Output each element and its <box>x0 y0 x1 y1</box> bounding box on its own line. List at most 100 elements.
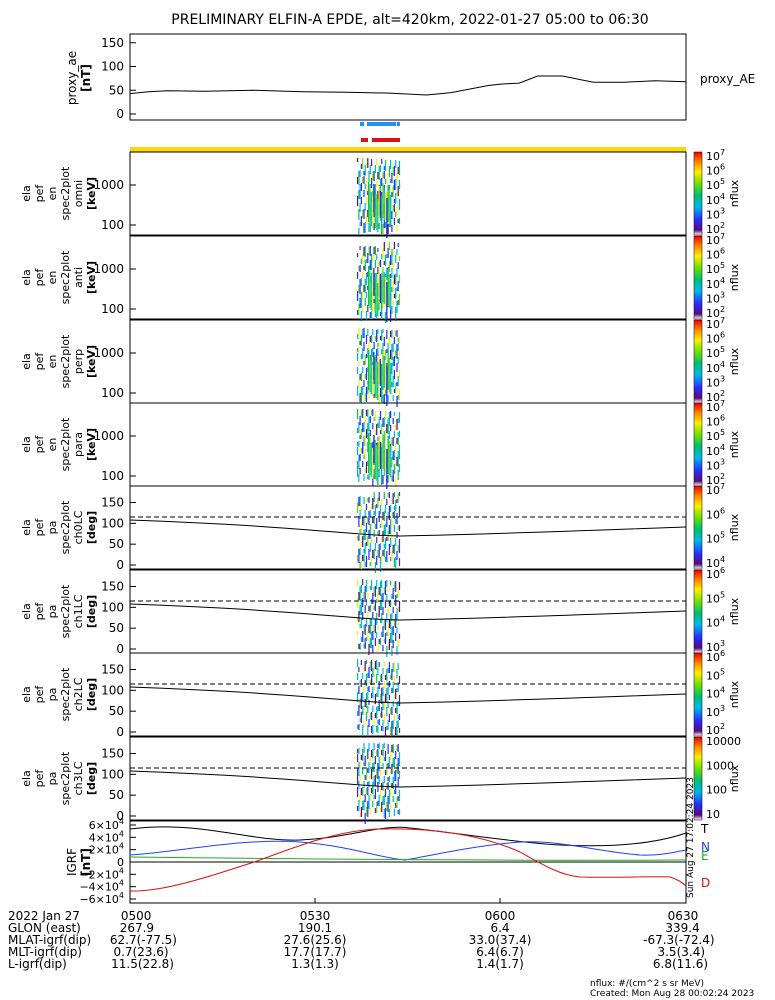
spectrogram-streak <box>373 681 375 690</box>
colorbar-tick-label: 104 <box>706 686 725 701</box>
spectrogram-streak <box>369 265 371 270</box>
xaxis-row-label: GLON (east) <box>8 921 81 935</box>
spectrogram-streak <box>373 762 375 772</box>
spectrogram-streak <box>362 801 364 809</box>
spectrogram-ylabel-line: ch1LC <box>72 594 85 628</box>
spectrogram-streak <box>393 695 395 699</box>
spectrogram-streak <box>397 418 399 423</box>
spectrogram-streak <box>382 418 384 426</box>
spectrogram-flux-block <box>382 267 384 302</box>
colorbar-label: nflux <box>728 430 741 458</box>
spectrogram-streak <box>367 806 369 817</box>
spectrogram-streak <box>363 455 365 459</box>
spectrogram-streak <box>395 708 397 713</box>
spectrogram-streak <box>359 643 361 650</box>
spectrogram-flux-block <box>383 272 385 304</box>
spectrogram-streak <box>393 492 395 497</box>
spectrogram-streak <box>396 249 398 255</box>
spectrogram-streak <box>359 610 361 615</box>
spectrogram-streak <box>359 184 361 190</box>
spectrogram-streak <box>395 784 397 794</box>
spectrogram-streak <box>365 387 368 393</box>
xaxis-row-value: 6.4(6.7) <box>476 945 524 959</box>
spectrogram-streak <box>393 771 395 780</box>
panel-spectrogram-2: ela pef en spec2plot anti [keV]10010001021031… <box>20 232 741 323</box>
spectrogram-streak <box>365 679 368 686</box>
spectrogram-streak <box>398 412 401 423</box>
spectrogram-streak <box>379 600 382 609</box>
spectrogram-streak <box>362 555 364 561</box>
spectrogram-streak <box>395 538 397 546</box>
spectrogram-streak <box>393 809 395 816</box>
spectrogram-streak <box>397 682 399 692</box>
colorbar-tick-label: 107 <box>706 399 725 414</box>
spectrogram-streak <box>387 512 389 519</box>
spectrogram-streak <box>390 350 392 359</box>
spectrogram-streak <box>362 305 364 313</box>
spectrogram-streak <box>391 438 393 445</box>
spectrogram-streak <box>398 506 401 517</box>
spectrogram-streak <box>369 605 371 612</box>
spectrogram-streak <box>365 178 368 189</box>
spectrogram-streak <box>398 809 401 815</box>
spectrogram-flux-block <box>370 276 372 310</box>
spectrogram-streak <box>392 451 394 459</box>
spectrogram-streak <box>362 428 364 432</box>
spectrogram-streak <box>374 624 376 633</box>
spectrogram-streak <box>360 292 362 299</box>
spectrogram-streak <box>381 537 383 542</box>
spectrogram-streak <box>382 645 384 651</box>
spectrogram-streak <box>393 370 395 379</box>
spectrogram-streak <box>369 713 371 719</box>
spectrogram-streak <box>357 659 359 667</box>
spectrogram-streak <box>358 554 360 563</box>
spectrogram-ylabel-line: pef <box>33 769 46 788</box>
spectrogram-streak <box>362 348 364 359</box>
spectrogram-streak <box>383 757 385 761</box>
spectrogram-streak <box>390 789 392 796</box>
spectrogram-streak <box>371 660 373 671</box>
spectrogram-streak <box>390 331 392 337</box>
spectrogram-streak <box>367 498 369 502</box>
spectrogram-streak <box>393 544 395 554</box>
spectrogram-streak <box>359 813 361 817</box>
spectrogram-streak <box>378 762 380 771</box>
loss-cone-line <box>129 519 687 537</box>
spectrogram-streak <box>382 668 384 674</box>
spectrogram-streak <box>360 585 362 593</box>
spectrogram-ylabel-line: ch2LC <box>72 677 85 711</box>
spectrogram-flux-block <box>386 449 388 489</box>
spectrogram-streak <box>384 165 387 171</box>
spectrogram-streak <box>369 246 371 256</box>
spectrogram-streak <box>357 725 359 729</box>
spectrogram-streak <box>368 516 370 525</box>
colorbar-tick-label: 104 <box>706 443 725 458</box>
spectrogram-streak <box>398 790 401 801</box>
spectrogram-streak <box>364 591 366 600</box>
panel-proxy-ae: 0 50 100 150 proxy_ae [nT] proxy_AE <box>65 33 755 121</box>
spectrogram-streak <box>392 663 394 671</box>
spectrogram-flux-block <box>374 273 376 312</box>
colorbar <box>693 736 703 821</box>
spectrogram-streak <box>387 423 389 434</box>
spectrogram-streak <box>358 460 360 469</box>
spectrogram-streak <box>378 795 380 806</box>
spectrogram-streak <box>374 638 376 646</box>
spectrogram-streak <box>378 639 380 644</box>
colorbar-tick-label: 104 <box>706 192 725 207</box>
spectrogram-streak <box>371 556 373 566</box>
spectrogram-streak <box>376 335 378 342</box>
spectrogram-streak <box>367 517 369 524</box>
spectrogram-streak <box>392 607 394 613</box>
spectrogram-streak <box>378 662 380 667</box>
spectrogram-streak <box>383 436 385 441</box>
colorbar-tick-label: 105 <box>706 667 725 682</box>
spectrogram-streak <box>383 714 385 723</box>
spectrogram-streak <box>390 708 392 714</box>
spectrogram-streak <box>397 343 399 351</box>
spectrogram-streak <box>376 599 378 603</box>
spectrogram-ylabel-line: en <box>46 271 59 285</box>
spectrogram-streak <box>382 763 384 769</box>
spectrogram-streak <box>395 803 397 808</box>
spectrogram-streak <box>376 254 378 260</box>
